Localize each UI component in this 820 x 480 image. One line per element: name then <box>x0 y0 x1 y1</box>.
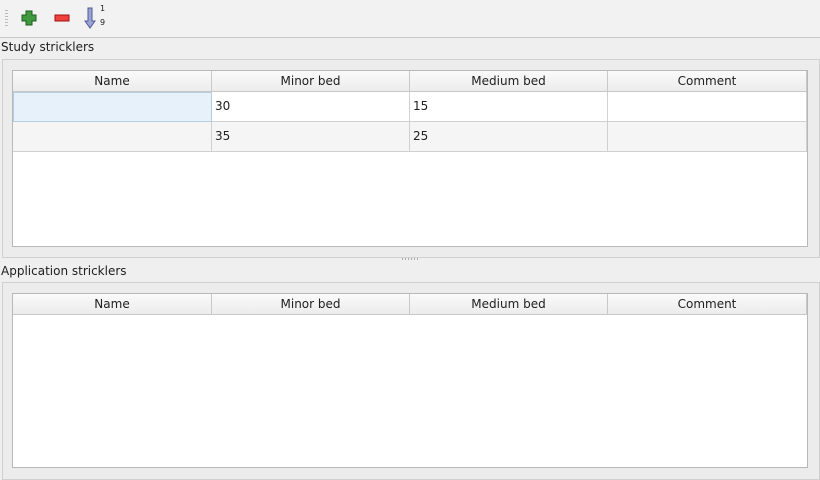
study-title: Study stricklers <box>1 40 95 54</box>
cell-medium-bed[interactable]: 25 <box>410 122 608 152</box>
add-icon <box>21 10 37 26</box>
column-header-name[interactable]: Name <box>13 294 212 314</box>
study-table[interactable]: Name Minor bed Medium bed Comment 30 15 … <box>12 70 808 247</box>
remove-icon <box>54 14 70 22</box>
sort-label-bottom: 9 <box>100 18 106 27</box>
cell-minor-bed[interactable]: 30 <box>212 92 410 122</box>
column-header-comment[interactable]: Comment <box>608 71 807 91</box>
cell-name[interactable] <box>13 122 212 152</box>
table-row[interactable]: 30 15 <box>13 92 807 122</box>
column-header-name[interactable]: Name <box>13 71 212 91</box>
study-header: Name Minor bed Medium bed Comment <box>13 71 807 92</box>
cell-comment[interactable] <box>608 92 807 122</box>
column-header-minor-bed[interactable]: Minor bed <box>212 71 410 91</box>
cell-minor-bed[interactable]: 35 <box>212 122 410 152</box>
column-header-minor-bed[interactable]: Minor bed <box>212 294 410 314</box>
column-header-medium-bed[interactable]: Medium bed <box>410 71 608 91</box>
toolbar: 1 9 <box>0 0 820 38</box>
cell-name[interactable] <box>13 92 212 122</box>
sort-button[interactable]: 1 9 <box>83 4 107 30</box>
table-row[interactable]: 35 25 <box>13 122 807 152</box>
column-header-medium-bed[interactable]: Medium bed <box>410 294 608 314</box>
splitter-handle[interactable] <box>402 258 418 260</box>
remove-button[interactable] <box>50 6 74 30</box>
toolbar-grip[interactable] <box>5 10 8 28</box>
sort-label-top: 1 <box>100 4 106 13</box>
add-button[interactable] <box>17 6 41 30</box>
application-table[interactable]: Name Minor bed Medium bed Comment <box>12 293 808 468</box>
cell-medium-bed[interactable]: 15 <box>410 92 608 122</box>
column-header-comment[interactable]: Comment <box>608 294 807 314</box>
cell-comment[interactable] <box>608 122 807 152</box>
sort-ascending-icon <box>84 7 96 29</box>
application-header: Name Minor bed Medium bed Comment <box>13 294 807 315</box>
application-title: Application stricklers <box>1 264 127 278</box>
